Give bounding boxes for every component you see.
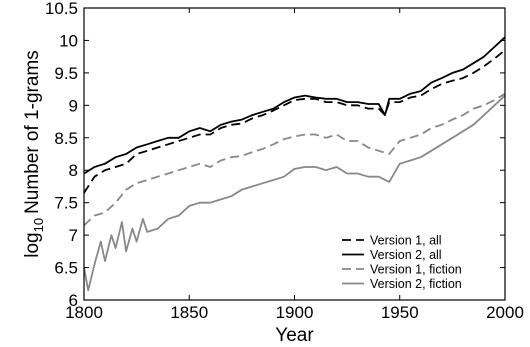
y-tick-label: 9.5 (54, 64, 78, 83)
x-tick-label: 1900 (276, 303, 314, 322)
y-tick-label: 8.5 (54, 129, 78, 148)
plot-area (84, 8, 505, 300)
x-axis-label: Year (275, 325, 314, 346)
y-tick-label: 7.5 (54, 194, 78, 213)
y-axis-label-subscript: 10 (31, 218, 46, 232)
legend-label-2: Version 2, all (370, 248, 442, 262)
plot-background (84, 8, 505, 300)
y-axis-label-prefix: log (22, 232, 43, 257)
x-tick-label: 1950 (381, 303, 419, 322)
y-tick-label: 10.5 (45, 0, 78, 18)
legend-label-4: Version 2, fiction (370, 277, 462, 291)
y-tick-label: 8 (69, 161, 78, 180)
y-tick-label: 6 (69, 291, 78, 310)
x-tick-label: 1850 (170, 303, 208, 322)
y-tick-label: 9 (69, 96, 78, 115)
y-axis-label-text: Number of 1-grams (22, 50, 43, 214)
x-tick-label: 2000 (486, 303, 524, 322)
y-tick-label: 6.5 (54, 259, 78, 278)
y-tick-label: 7 (69, 226, 78, 245)
legend-label-3: Version 1, fiction (370, 263, 462, 277)
legend-label-1: Version 1, all (370, 234, 442, 248)
y-tick-label: 10 (59, 31, 78, 50)
y-axis-label: log10 Number of 1-grams (22, 50, 46, 258)
